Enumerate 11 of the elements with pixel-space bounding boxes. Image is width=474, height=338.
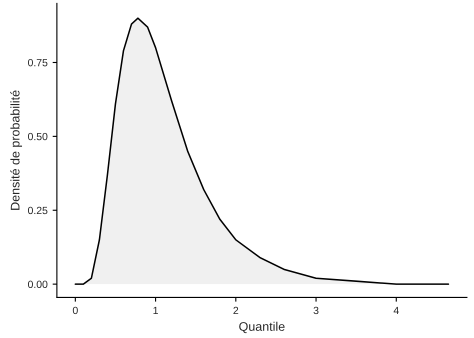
y-axis-title: Densité de probabilité xyxy=(10,90,22,210)
y-tick-label: 0.75 xyxy=(28,58,48,66)
x-axis-title: Quantile xyxy=(239,322,285,334)
y-tick-label: 0.00 xyxy=(28,280,48,288)
y-tick-label: 0.50 xyxy=(28,132,48,140)
x-tick-label: 3 xyxy=(314,306,318,314)
x-tick-label: 1 xyxy=(153,306,158,314)
x-tick-label: 2 xyxy=(233,306,238,314)
y-tick-label: 0.25 xyxy=(28,206,48,214)
x-tick-label: 4 xyxy=(394,306,399,314)
x-tick-label: 0 xyxy=(72,306,78,314)
